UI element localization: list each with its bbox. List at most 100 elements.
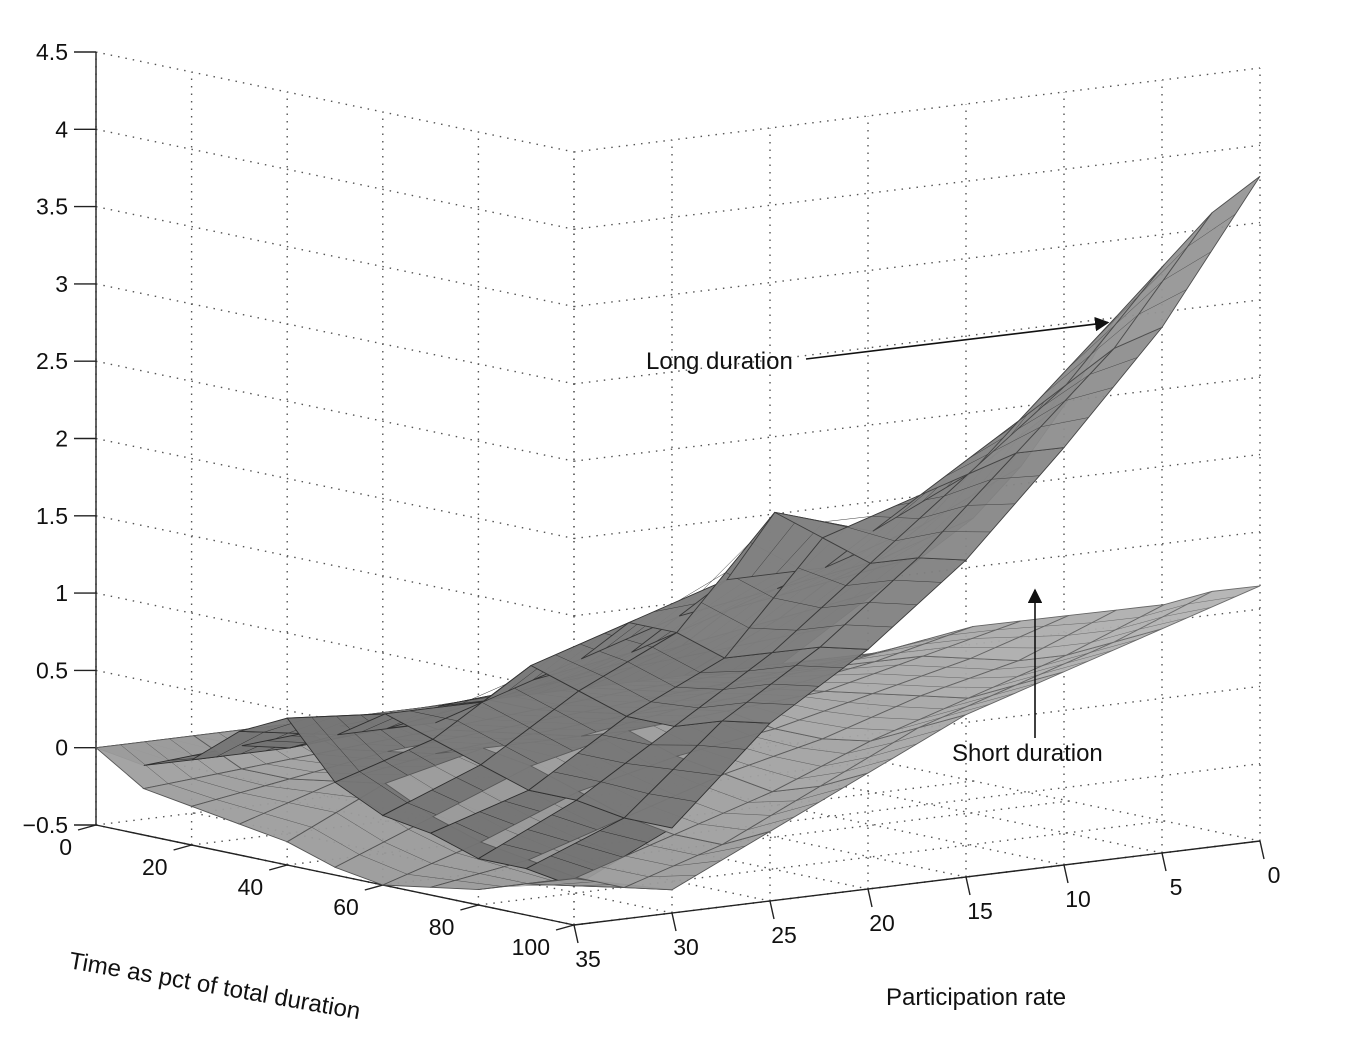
z-tick-label: 0.5 (36, 657, 68, 683)
surface-hatch-line (504, 866, 552, 881)
surface-hatch-line (800, 696, 849, 703)
surface-hatch-line (312, 791, 361, 799)
side-wall-grid-line (95, 283, 575, 385)
x-axis-line (95, 824, 575, 926)
surface-hatch-line (698, 823, 747, 831)
surface-hatch-line (697, 744, 746, 750)
surface-hatch-line (554, 709, 603, 736)
surface-hatch-line (216, 799, 264, 814)
surface-hatch-line (991, 475, 1040, 480)
surface-hatch-line (847, 526, 895, 542)
x-tick (269, 864, 288, 871)
surface-hatch-line (240, 792, 289, 803)
surface-hatch-line (948, 629, 997, 636)
surface-hatch-line (550, 855, 599, 872)
surface-hatch-line (723, 683, 772, 690)
surface-hatch-line (749, 627, 797, 631)
surface-hatch-line (408, 829, 457, 854)
surface-hatch-line (1090, 314, 1139, 355)
surface-hatch-line (971, 636, 1020, 639)
surface-hatch-line (1090, 629, 1139, 643)
surface-hatch-line (1042, 354, 1092, 396)
surface-hatch-line (796, 771, 845, 780)
surface-hatch-line (821, 602, 870, 609)
surface-hatch-line (893, 579, 942, 583)
surface-hatch-line (900, 634, 949, 647)
surface-hatch-line (215, 731, 265, 758)
surface-hatch-line (795, 787, 844, 802)
surface-hatch-line (217, 773, 266, 786)
surface-hatch-line (747, 665, 796, 672)
surface-hatch-line (844, 624, 893, 628)
surface-hatch-line (649, 845, 698, 856)
surface-hatch-line (1043, 642, 1091, 649)
y-tick-label: 30 (673, 934, 699, 960)
surface-hatch-line (529, 727, 578, 754)
surface-hatch-line (850, 664, 899, 669)
surface-hatch-line (746, 702, 795, 705)
surface-hatch-line (481, 702, 530, 729)
y-tick-label: 20 (869, 910, 895, 936)
y-tick-label: 10 (1065, 886, 1091, 912)
surface-hatch-line (579, 643, 628, 662)
surface-hatch-line (897, 684, 946, 688)
surface-hatch-line (896, 706, 944, 710)
surface-hatch-line (648, 793, 697, 803)
axes-layer (74, 51, 1265, 944)
y-axis-line (573, 840, 1261, 926)
y-tick (573, 924, 579, 944)
x-tick-label: 40 (238, 874, 264, 900)
surface-hatch-line (1044, 622, 1093, 627)
z-tick-label: 4 (55, 116, 68, 142)
short-duration-annotation: Short duration (952, 740, 1103, 767)
surface-hatch-line (457, 720, 506, 747)
surface-hatch-line (991, 682, 1040, 696)
back-wall-grid-line (573, 67, 1261, 153)
surface-hatch-line (723, 812, 772, 816)
side-wall-grid-line (95, 515, 575, 617)
surface-hatch-line (992, 673, 1041, 688)
surface-hatch-line (1019, 635, 1068, 638)
surface-hatch-line (311, 826, 360, 855)
x-tick-label: 60 (333, 894, 359, 920)
surface-hatch-line (823, 516, 872, 523)
surface-hatch-line (1017, 663, 1066, 677)
surface-hatch-line (869, 743, 918, 758)
back-wall-grid-line (573, 299, 1261, 385)
x-tick-label: 100 (512, 934, 550, 960)
surface-hatch-line (873, 673, 922, 677)
surface-hatch-line (603, 676, 652, 703)
surface-hatch-line (673, 860, 722, 867)
surface-hatch-line (1092, 616, 1140, 623)
surface-hatch-line (1041, 652, 1090, 667)
surface-hatch-line (899, 647, 948, 654)
y-tick-label: 35 (575, 946, 601, 972)
long-duration-surface-patch (1066, 212, 1213, 386)
surface-hatch-line (602, 734, 650, 746)
surface-hatch-line (527, 829, 576, 844)
surface-hatch-line (702, 542, 751, 591)
surface-hatch-line (1089, 639, 1138, 653)
surface-hatch-line (359, 854, 408, 875)
surface-hatch-line (1115, 280, 1164, 325)
side-wall-grid-line (95, 592, 575, 694)
surface-hatch-line (969, 676, 1018, 679)
surface-hatch-line (996, 625, 1045, 630)
surface-hatch-line (771, 683, 820, 687)
z-tick-label: 1 (55, 580, 68, 606)
x-tick-label: 0 (59, 834, 72, 860)
z-tick-label: 4.5 (36, 39, 68, 65)
surface-hatch-line (967, 692, 1016, 707)
z-tick-label: 3 (55, 271, 68, 297)
x-axis-title: Time as pct of total duration (67, 947, 362, 1025)
surface-hatch-line (265, 785, 313, 793)
z-tick-label: −0.5 (23, 812, 68, 838)
surface-hatch-line (871, 717, 920, 720)
surface-hatch-line (1065, 650, 1114, 664)
z-tick-label: 2.5 (36, 348, 68, 374)
annotation-arrows (805, 316, 1110, 738)
x-tick (364, 884, 383, 891)
surface-hatch-line (967, 503, 1016, 506)
y-tick (965, 876, 971, 896)
